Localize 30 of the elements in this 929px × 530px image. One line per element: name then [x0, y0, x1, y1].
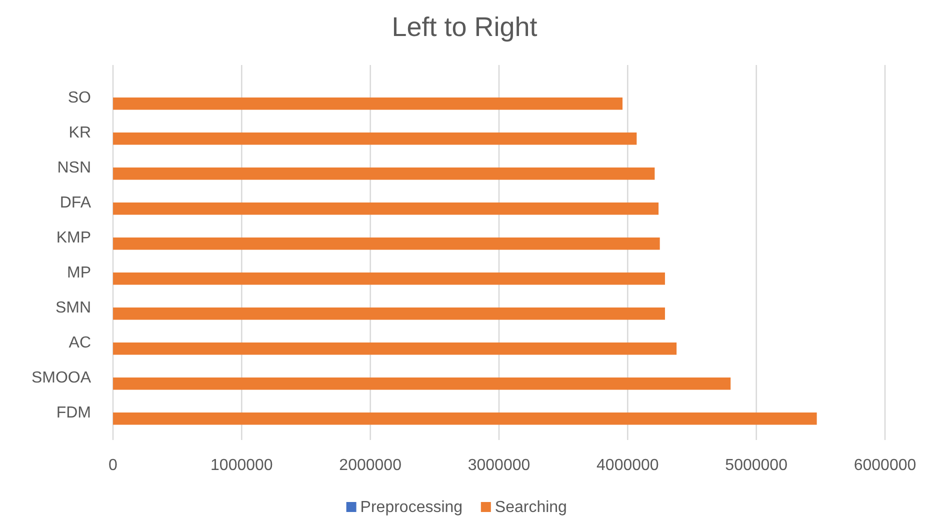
- x-tick-label: 2000000: [339, 457, 402, 474]
- bar: [113, 342, 677, 355]
- chart-title: Left to Right: [392, 12, 538, 42]
- legend-label: Preprocessing: [360, 499, 463, 516]
- y-tick-label: KR: [68, 124, 91, 142]
- bar: [113, 308, 665, 320]
- bar: [113, 412, 817, 425]
- x-tick-label: 4000000: [596, 457, 659, 474]
- y-tick-label: KMP: [56, 230, 91, 246]
- bar: [113, 132, 637, 145]
- y-tick-label: FDM: [56, 404, 91, 422]
- x-tick-label: 3000000: [468, 457, 530, 474]
- legend-label: Searching: [494, 499, 567, 516]
- bar: [113, 168, 655, 180]
- bar: [113, 98, 623, 110]
- bar: [113, 272, 665, 285]
- y-tick-label: SO: [68, 90, 91, 106]
- bar: [113, 238, 660, 250]
- y-tick-label: SMN: [55, 300, 91, 316]
- x-tick-label: 0: [108, 457, 118, 474]
- y-tick-label: MP: [67, 264, 91, 282]
- bar: [113, 202, 659, 215]
- y-tick-label: SMOOA: [31, 370, 92, 386]
- x-tick-label: 6000000: [854, 457, 916, 474]
- x-tick-label: 1000000: [210, 457, 273, 474]
- y-tick-label: DFA: [60, 194, 92, 212]
- y-tick-label: AC: [68, 334, 91, 352]
- y-tick-label: NSN: [57, 160, 91, 176]
- bar: [113, 378, 731, 390]
- x-tick-label: 5000000: [725, 457, 788, 474]
